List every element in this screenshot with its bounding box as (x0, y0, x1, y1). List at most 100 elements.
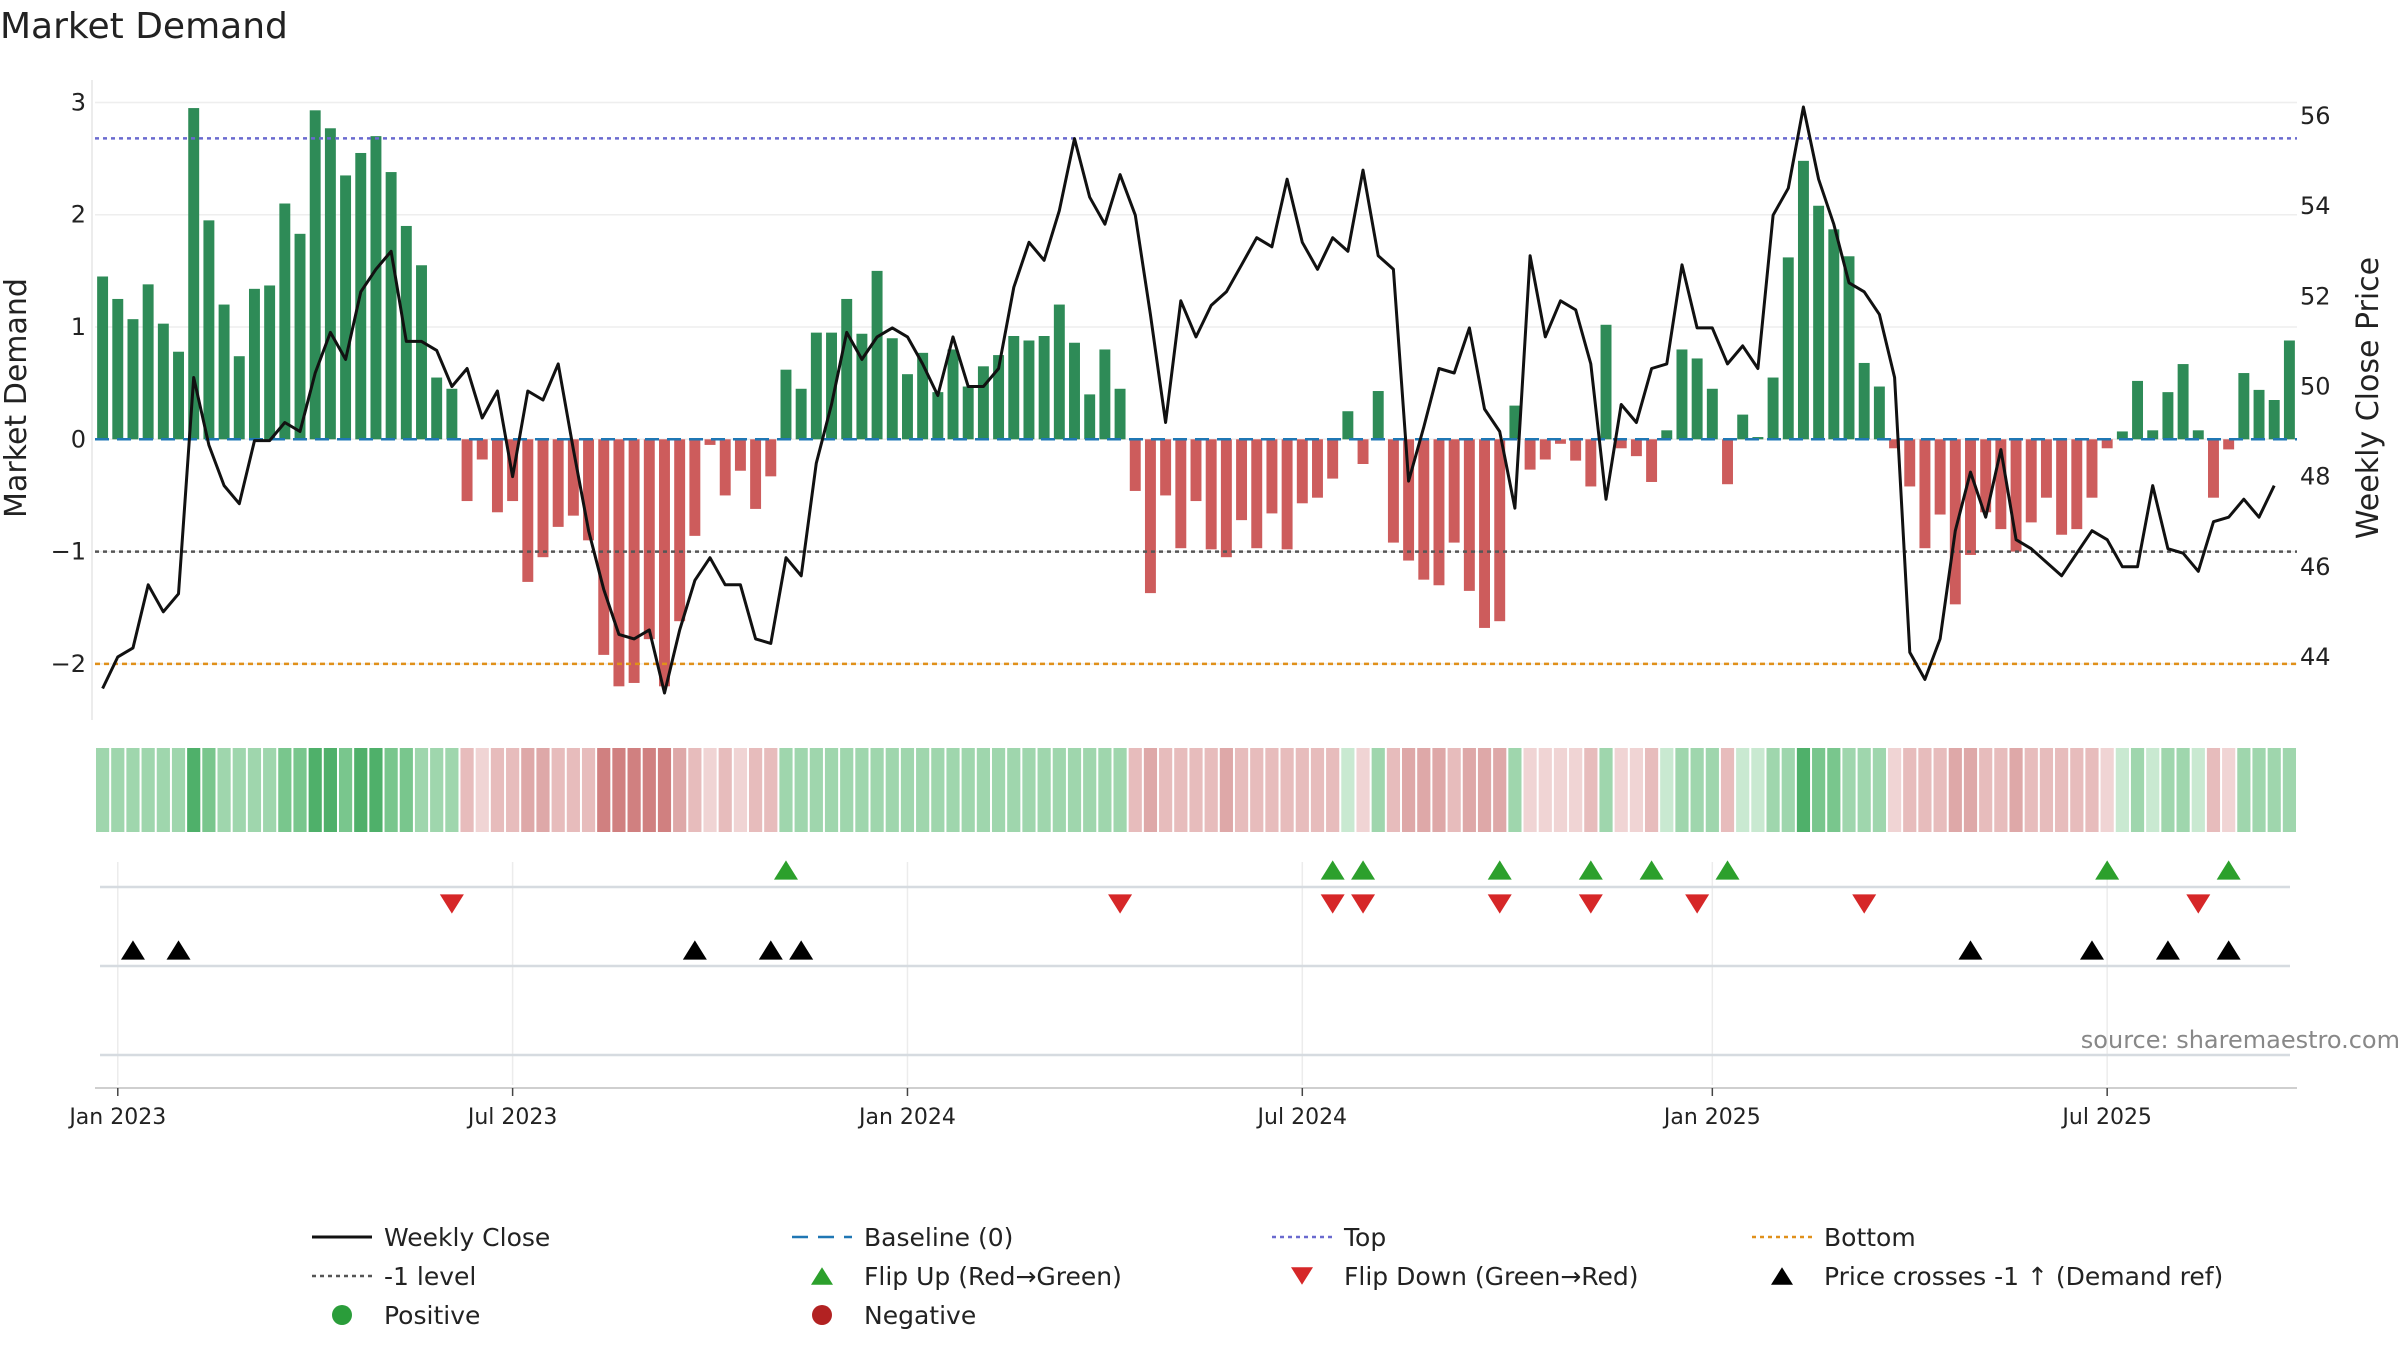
positive-demand-bar (947, 349, 959, 440)
demand-strip-cell (1417, 748, 1431, 832)
demand-strip-cell (749, 748, 763, 832)
demand-strip-cell (2100, 748, 2114, 832)
price-cross-marker (120, 940, 145, 960)
positive-demand-bar (962, 386, 974, 440)
demand-strip-cell (1599, 748, 1613, 832)
demand-strip-cell (1174, 748, 1188, 832)
demand-strip-cell (1948, 748, 1962, 832)
negative-demand-bar (1555, 439, 1566, 444)
demand-strip-cell (1827, 748, 1841, 832)
legend-swatch-flip-down (1291, 1267, 1313, 1285)
positive-demand-bar (1737, 414, 1749, 440)
negative-demand-bar (1646, 439, 1658, 482)
positive-demand-bar (932, 392, 944, 440)
positive-demand-bar (2192, 430, 2204, 440)
demand-strip-cell (2206, 748, 2221, 832)
demand-strip-cell (1295, 748, 1309, 832)
positive-demand-bar (324, 128, 336, 440)
demand-strip-cell (1067, 748, 1082, 832)
positive-demand-bar (1509, 405, 1521, 440)
demand-strip-cell (1903, 748, 1917, 832)
negative-demand-bar (1144, 439, 1156, 594)
negative-demand-bar (552, 439, 564, 527)
demand-strip-cell (1265, 748, 1279, 832)
demand-strip-cell (2252, 748, 2266, 832)
negative-demand-bar (1160, 439, 1172, 496)
demand-strip-cell (627, 748, 641, 832)
demand-strip-cell (824, 748, 839, 832)
demand-strip-cell (1310, 748, 1325, 832)
price-cross-marker (758, 940, 783, 960)
demand-strip-cell (1371, 748, 1385, 832)
positive-demand-bar (248, 288, 260, 440)
positive-demand-bar (841, 298, 853, 440)
negative-demand-bar (1190, 439, 1202, 502)
negative-demand-bar (734, 439, 746, 471)
flip-up-marker (1351, 860, 1376, 880)
negative-demand-bar (719, 439, 731, 496)
flip-up-marker (1715, 860, 1740, 880)
y2-tick-label: 46 (2300, 553, 2331, 581)
positive-demand-bar (886, 338, 898, 440)
demand-strip-cell (293, 748, 307, 832)
negative-demand-bar (1479, 439, 1490, 628)
negative-demand-bar (2223, 439, 2235, 450)
negative-demand-bar (1433, 439, 1445, 586)
y-tick-label: 1 (71, 313, 86, 341)
legend: Weekly Close Baseline (0) Top Bottom -1 leve… (312, 1223, 2223, 1330)
negative-demand-bar (1494, 439, 1506, 622)
price-cross-marker (166, 940, 191, 960)
negative-demand-bar (1175, 439, 1187, 549)
y2-tick-label: 54 (2300, 192, 2331, 220)
demand-strip-cell (2267, 748, 2281, 832)
demand-strip-cell (1979, 748, 1993, 832)
flip-up-marker (1578, 860, 1603, 880)
x-tick-label: Jan 2024 (857, 1105, 956, 1130)
negative-demand-bar (613, 439, 625, 687)
price-cross-marker (2155, 940, 2180, 960)
negative-demand-bar (2056, 439, 2068, 535)
positive-demand-bar (279, 203, 291, 440)
demand-strip-cell (657, 748, 672, 832)
demand-strip-cell (2070, 748, 2084, 832)
demand-strip-cell (1356, 748, 1370, 832)
demand-strip-cell (1842, 748, 1856, 832)
demand-strip-cell (991, 748, 1006, 832)
demand-strip-cell (2009, 748, 2023, 832)
demand-strip-cell (946, 748, 960, 832)
y-axis-label: Market Demand (0, 278, 34, 518)
demand-strip-cell (779, 748, 793, 832)
demand-strip-cell (1386, 748, 1401, 832)
positive-demand-bar (1053, 304, 1065, 440)
negative-demand-bar (1524, 439, 1536, 470)
negative-demand-bar (643, 439, 655, 640)
price-cross-marker (2216, 940, 2241, 960)
positive-demand-bar (917, 352, 929, 440)
positive-demand-bar (902, 374, 913, 440)
y2-tick-label: 44 (2300, 643, 2331, 671)
x-tick-label: Jul 2024 (1256, 1105, 1348, 1130)
negative-demand-bar (1327, 439, 1339, 479)
negative-demand-bar (1934, 439, 1946, 515)
negative-demand-bar (1129, 439, 1141, 491)
y2-tick-label: 56 (2300, 102, 2331, 130)
legend-label: Baseline (0) (864, 1223, 1013, 1252)
negative-demand-bar (2101, 439, 2113, 449)
negative-demand-bar (1312, 439, 1323, 498)
negative-demand-bar (2071, 439, 2083, 530)
legend-label: Flip Down (Green→Red) (1344, 1262, 1639, 1291)
y2-tick-label: 48 (2300, 463, 2331, 491)
reference-lines (95, 137, 2297, 666)
negative-demand-bar (1919, 439, 1931, 549)
legend-item-top: Top (1272, 1223, 1386, 1252)
positive-demand-bar (1767, 377, 1779, 440)
positive-demand-bar (127, 319, 139, 440)
demand-strip-cell (566, 748, 580, 832)
demand-strip-cell (506, 748, 520, 832)
negative-demand-bar (628, 439, 640, 683)
negative-demand-bar (537, 439, 549, 558)
demand-strip-cell (1614, 748, 1628, 832)
demand-strip-cell (673, 748, 687, 832)
demand-strip-cell (1128, 748, 1142, 832)
negative-demand-bar (1722, 439, 1733, 485)
